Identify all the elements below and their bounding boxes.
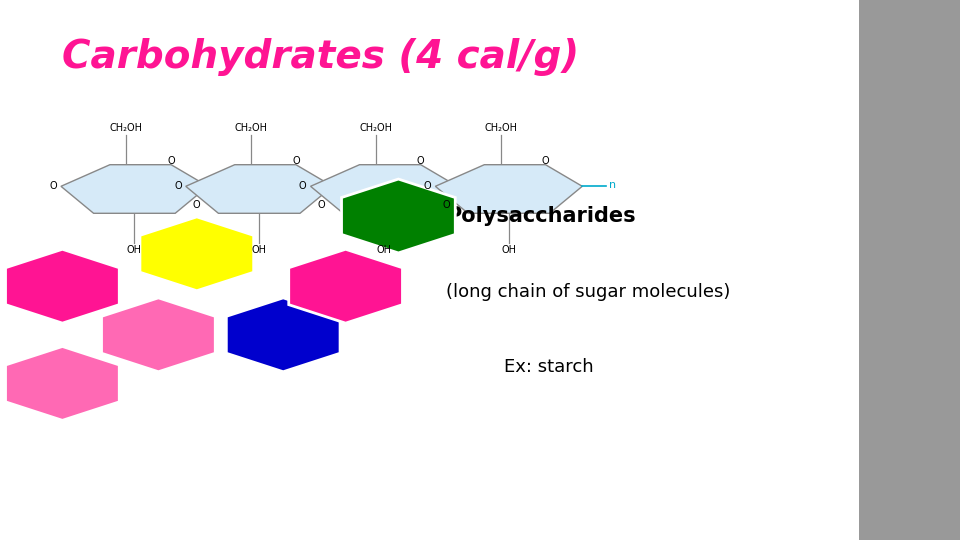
Polygon shape bbox=[342, 179, 455, 253]
Text: OH: OH bbox=[252, 245, 267, 255]
Text: O: O bbox=[541, 156, 549, 166]
Text: Carbohydrates (4 cal/g): Carbohydrates (4 cal/g) bbox=[62, 38, 580, 76]
Text: O: O bbox=[318, 200, 325, 210]
Text: O: O bbox=[423, 181, 431, 191]
Text: O: O bbox=[193, 200, 201, 210]
Text: O: O bbox=[299, 181, 306, 191]
Text: O: O bbox=[292, 156, 300, 166]
Text: CH₂OH: CH₂OH bbox=[109, 123, 143, 133]
Polygon shape bbox=[140, 217, 253, 291]
Text: CH₂OH: CH₂OH bbox=[484, 123, 517, 133]
Text: O: O bbox=[417, 156, 424, 166]
Text: CH₂OH: CH₂OH bbox=[359, 123, 393, 133]
Text: OH: OH bbox=[376, 245, 392, 255]
Text: O: O bbox=[443, 200, 450, 210]
Polygon shape bbox=[6, 249, 119, 323]
Polygon shape bbox=[436, 165, 582, 213]
Polygon shape bbox=[6, 347, 119, 420]
Text: Ex: starch: Ex: starch bbox=[504, 358, 593, 376]
Bar bbox=[859, 0, 960, 540]
Text: OH: OH bbox=[501, 245, 516, 255]
Text: OH: OH bbox=[127, 245, 142, 255]
Text: n: n bbox=[610, 180, 616, 190]
Text: CH₂OH: CH₂OH bbox=[234, 123, 268, 133]
Polygon shape bbox=[185, 165, 333, 213]
Polygon shape bbox=[227, 298, 340, 372]
Polygon shape bbox=[289, 249, 402, 323]
Polygon shape bbox=[102, 298, 215, 372]
Polygon shape bbox=[311, 165, 458, 213]
Text: O: O bbox=[167, 156, 175, 166]
Text: O: O bbox=[174, 181, 181, 191]
Text: (long chain of sugar molecules): (long chain of sugar molecules) bbox=[446, 282, 731, 301]
Text: O: O bbox=[49, 181, 57, 191]
Polygon shape bbox=[61, 165, 208, 213]
Text: Polysaccharides: Polysaccharides bbox=[446, 206, 636, 226]
